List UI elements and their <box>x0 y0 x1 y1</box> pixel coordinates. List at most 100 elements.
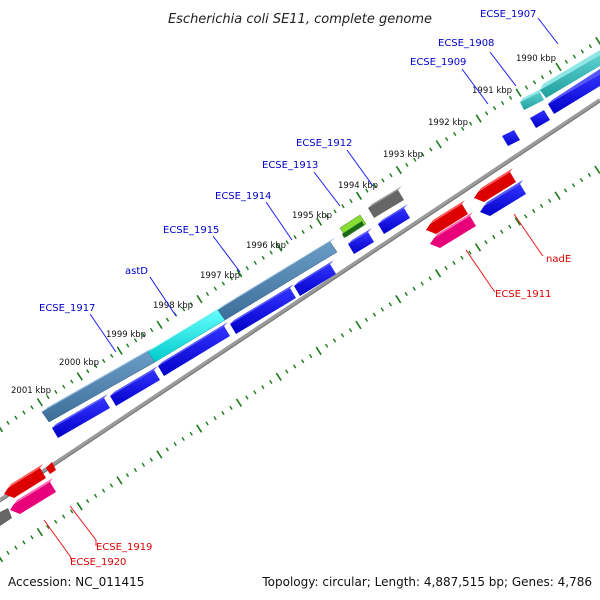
gene-arrow[interactable] <box>158 326 230 376</box>
topology-text: Topology: circular; Length: 4,887,515 bp… <box>261 575 592 589</box>
major-tick <box>316 217 323 226</box>
gene-arrow[interactable] <box>110 370 160 406</box>
kbp-scale-labels: 1990 kbp 1991 kbp 1992 kbp 1993 kbp 1994… <box>11 54 556 396</box>
gene-arrow[interactable] <box>530 110 550 128</box>
gene-label[interactable]: ECSE_1912 <box>296 138 352 149</box>
gene-astd-top <box>148 305 224 352</box>
major-tick <box>156 450 163 459</box>
minor-tick <box>253 390 257 395</box>
minor-tick <box>524 214 528 219</box>
major-tick <box>196 294 203 304</box>
minor-tick <box>588 44 592 49</box>
minor-tick <box>62 514 66 519</box>
major-tick <box>355 320 362 330</box>
gene-nade-red[interactable] <box>474 172 516 202</box>
major-tick <box>475 114 482 123</box>
minor-tick <box>508 224 512 229</box>
gene-arrow[interactable] <box>378 208 410 234</box>
gene-label[interactable]: ECSE_1919 <box>96 542 152 553</box>
gene-arrow[interactable] <box>230 288 296 334</box>
minor-tick <box>563 188 568 193</box>
gene-arrow[interactable] <box>294 264 336 296</box>
gene-label[interactable]: ECSE_1908 <box>438 38 494 49</box>
major-tick <box>275 372 282 382</box>
major-tick <box>434 269 442 278</box>
gene-label[interactable]: ECSE_1911 <box>495 289 551 300</box>
minor-tick <box>141 462 146 467</box>
gene-label[interactable]: ECSE_1913 <box>262 160 318 171</box>
gene-label[interactable]: nadE <box>546 254 571 265</box>
major-tick <box>235 398 243 407</box>
gene-ecse-1911[interactable] <box>430 216 476 248</box>
minor-tick <box>269 250 273 255</box>
major-tick <box>116 346 123 355</box>
kbp-label: 1998 kbp <box>153 301 193 311</box>
gene-label[interactable]: ECSE_1907 <box>480 9 536 20</box>
gene-arrow-top <box>348 228 372 244</box>
gene-arrow-top <box>230 284 294 324</box>
minor-tick <box>388 302 392 307</box>
gene-ecse-1919-red[interactable] <box>4 468 46 498</box>
minor-tick <box>189 302 194 307</box>
minor-tick <box>30 405 34 410</box>
gene-small-red[interactable] <box>46 462 56 474</box>
gene-gray-edge[interactable] <box>0 508 12 526</box>
minor-tick <box>469 121 473 126</box>
gene-ecse-1908[interactable] <box>520 92 544 110</box>
gene-ecse-1920[interactable] <box>10 482 56 514</box>
minor-tick <box>564 59 569 64</box>
gene-top <box>14 478 53 504</box>
major-tick <box>0 556 4 563</box>
gene-arrow[interactable] <box>502 130 520 146</box>
forward-leader-lines <box>89 17 559 353</box>
minor-tick <box>453 131 457 136</box>
gene-label[interactable]: ECSE_1917 <box>39 303 95 314</box>
minor-tick <box>500 229 504 234</box>
minor-tick <box>532 80 537 85</box>
minor-tick <box>229 405 233 410</box>
minor-tick <box>110 353 114 358</box>
minor-tick <box>452 260 456 265</box>
gene-arrow[interactable] <box>52 398 110 438</box>
gene-ecse-1907-top <box>540 50 600 90</box>
major-tick <box>116 476 123 485</box>
minor-tick <box>189 431 193 436</box>
minor-tick <box>324 343 329 348</box>
gene-arrow[interactable] <box>348 232 374 254</box>
gene-labels: ECSE_1907 ECSE_1908 ECSE_1909 ECSE_1912 … <box>39 9 571 568</box>
minor-tick <box>293 235 297 240</box>
minor-tick <box>253 260 257 265</box>
minor-tick <box>54 519 58 524</box>
major-tick <box>555 62 562 72</box>
kbp-label: 1990 kbp <box>516 54 556 64</box>
minor-tick <box>173 442 177 447</box>
major-tick <box>76 372 83 381</box>
kbp-label: 1992 kbp <box>428 118 468 128</box>
gene-ecse-1912[interactable] <box>368 190 404 218</box>
gene-ecse-1911-red[interactable] <box>426 204 468 234</box>
minor-tick <box>141 333 146 338</box>
gene-top <box>478 168 513 192</box>
minor-tick <box>181 436 185 441</box>
minor-tick <box>205 421 209 426</box>
gene-label[interactable]: astD <box>125 266 148 277</box>
minor-tick <box>429 147 433 152</box>
minor-tick <box>484 111 489 116</box>
minor-tick <box>539 203 544 208</box>
minor-tick <box>6 420 10 425</box>
major-tick <box>514 217 521 226</box>
kbp-label: 1993 kbp <box>383 150 423 160</box>
gene-label[interactable]: ECSE_1914 <box>215 191 271 202</box>
minor-tick <box>571 183 576 188</box>
gene-ecse-1907[interactable] <box>540 55 600 98</box>
minor-tick <box>221 281 226 286</box>
gene-nade[interactable] <box>480 184 526 216</box>
gene-label[interactable]: ECSE_1920 <box>70 557 126 568</box>
gene-arrow[interactable] <box>548 74 600 114</box>
major-tick <box>355 191 363 201</box>
gene-label[interactable]: ECSE_1909 <box>410 57 466 68</box>
gene-label[interactable]: ECSE_1915 <box>163 225 219 236</box>
minor-tick <box>22 540 26 545</box>
major-tick <box>0 426 4 433</box>
gene-ecse-1915-top <box>218 237 336 310</box>
